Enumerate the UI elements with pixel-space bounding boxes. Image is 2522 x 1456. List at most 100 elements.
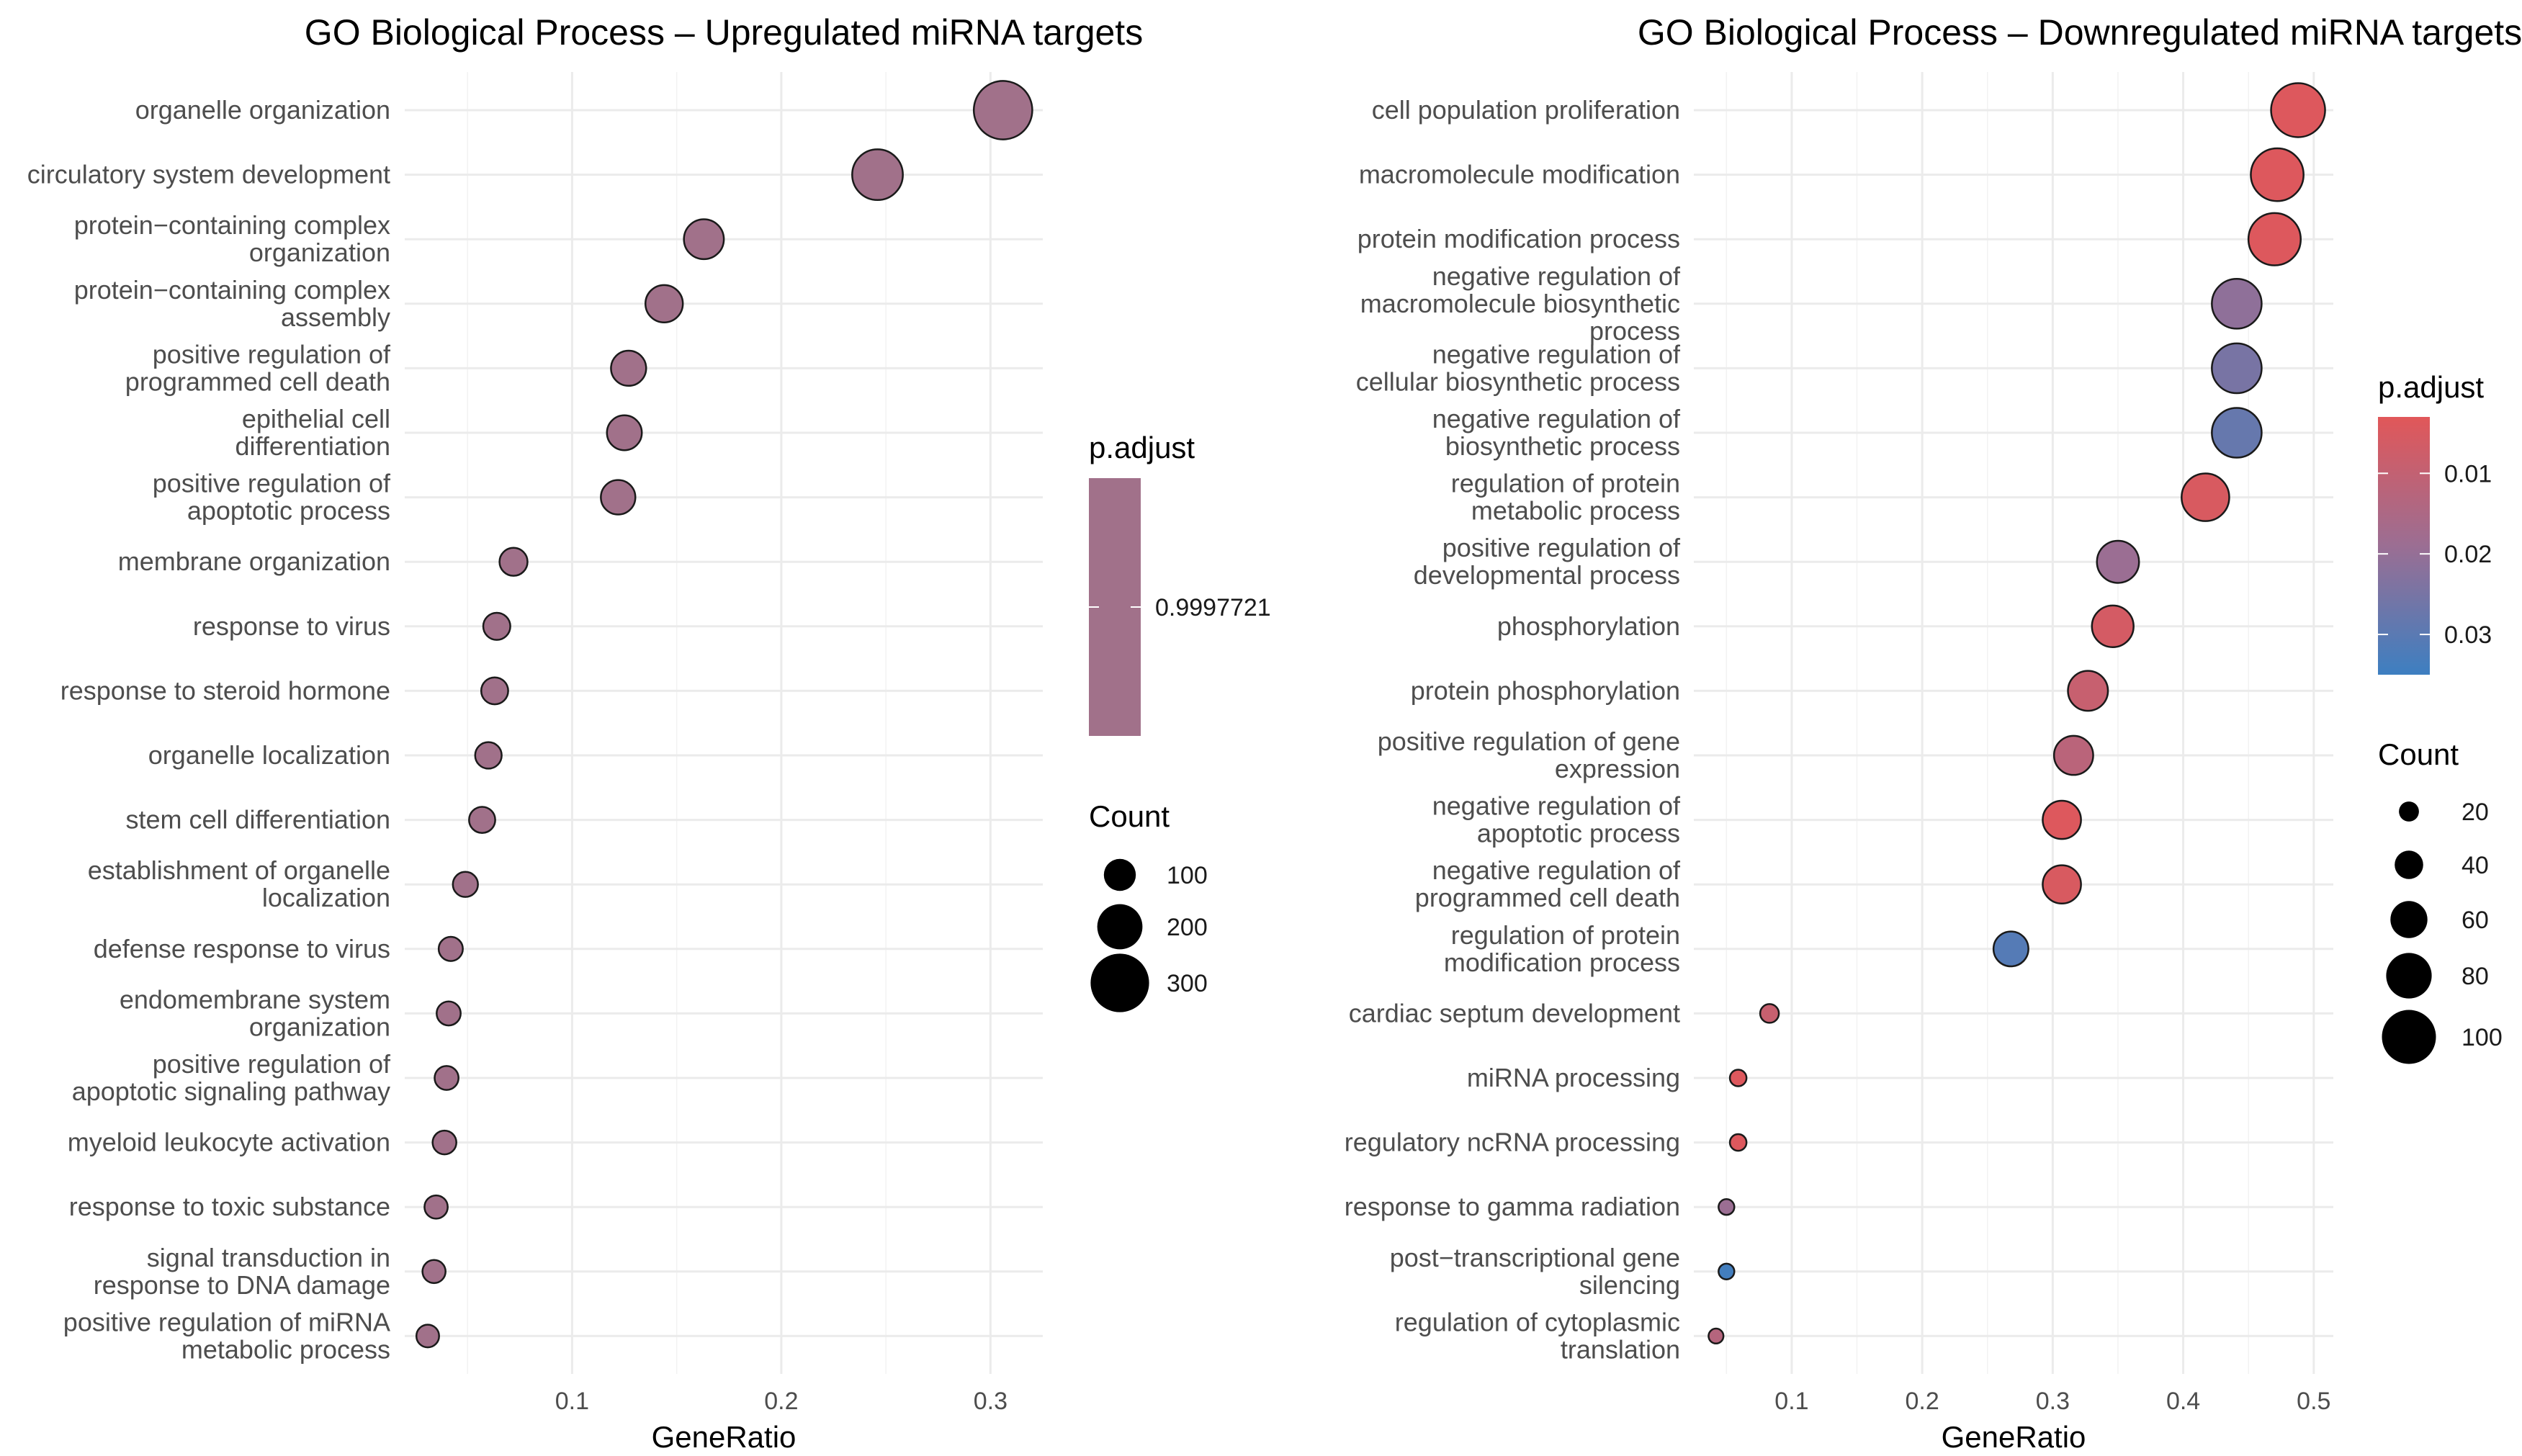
downregulated-point xyxy=(1718,1262,1736,1281)
downregulated-point xyxy=(2247,212,2302,266)
downregulated-count-legend-label: 80 xyxy=(2462,963,2489,990)
downregulated-point xyxy=(2181,472,2230,522)
downregulated-category-label: protein phosphorylation xyxy=(1411,675,1680,705)
downregulated-category-label: regulation of protein modification proces… xyxy=(1444,920,1680,977)
downregulated-point xyxy=(2211,342,2263,395)
downregulated-category-label: negative regulation of biosynthetic proce… xyxy=(1432,404,1681,461)
upregulated-category-label: myeloid leukocyte activation xyxy=(68,1128,390,1157)
downregulated-padjust-legend-title: p.adjust xyxy=(2378,370,2484,404)
downregulated-point xyxy=(2052,734,2094,776)
upregulated-point xyxy=(644,284,684,324)
downregulated-x-tick-labels: 0.1 0.2 0.3 0.4 0.5 xyxy=(1774,1388,2330,1415)
upregulated-category-label: positive regulation of miRNA metabolic pr… xyxy=(63,1307,390,1364)
downregulated-point xyxy=(2096,539,2140,584)
upregulated-category-label: defense response to virus xyxy=(94,934,390,963)
upregulated-point xyxy=(683,218,725,261)
upregulated-category-label: establishment of organelle localization xyxy=(88,855,390,912)
downregulated-point xyxy=(2067,670,2109,712)
upregulated-point xyxy=(452,871,479,898)
upregulated-count-legend-dot xyxy=(1103,858,1136,891)
upregulated-count-legend-title: Count xyxy=(1089,799,1170,833)
upregulated-category-label: membrane organization xyxy=(118,547,390,576)
upregulated-category-label: epithelial cell differentiation xyxy=(235,404,391,461)
upregulated-category-label: response to toxic substance xyxy=(69,1192,390,1221)
upregulated-points xyxy=(415,80,1033,1349)
upregulated-category-label: endomembrane system organization xyxy=(120,984,390,1041)
downregulated-grid xyxy=(1694,72,2333,1374)
upregulated-padjust-label: 0.9997721 xyxy=(1155,594,1271,621)
downregulated-category-label: positive regulation of gene expression xyxy=(1378,727,1680,783)
upregulated-x-tick-label: 0.2 xyxy=(764,1388,798,1415)
upregulated-point xyxy=(482,611,511,641)
downregulated-count-legend-label: 20 xyxy=(2462,799,2489,826)
downregulated-category-label: miRNA processing xyxy=(1467,1063,1680,1092)
downregulated-count-legend-dot xyxy=(2386,953,2432,999)
downregulated-count-legend-dot xyxy=(2382,1010,2436,1064)
upregulated-point xyxy=(415,1324,440,1349)
downregulated-legend: p.adjust 0.01 0.02 0.03 Count 20 40 60 80 100 xyxy=(2378,370,2503,1064)
upregulated-x-tick-labels: 0.1 0.2 0.3 xyxy=(555,1388,1008,1415)
downregulated-count-legend-dot xyxy=(2399,801,2419,822)
upregulated-point xyxy=(431,1129,457,1156)
downregulated-y-tick-labels: cell population proliferation macromolecu… xyxy=(1345,95,1681,1364)
upregulated-category-label: signal transduction in response to DNA da… xyxy=(94,1243,390,1300)
downregulated-category-label: cell population proliferation xyxy=(1372,95,1680,125)
downregulated-category-label: negative regulation of programmed cell de… xyxy=(1415,855,1681,912)
downregulated-padjust-colorbar xyxy=(2378,417,2430,675)
upregulated-point xyxy=(498,547,529,577)
downregulated-point xyxy=(2091,604,2135,648)
downregulated-padjust-label: 0.03 xyxy=(2444,621,2492,649)
upregulated-count-legend-dot xyxy=(1090,953,1149,1012)
downregulated-colorbar-ticks: 0.01 0.02 0.03 xyxy=(2378,460,2492,649)
upregulated-padjust-legend-title: p.adjust xyxy=(1089,431,1195,464)
upregulated-x-tick-label: 0.3 xyxy=(974,1388,1008,1415)
downregulated-x-tick-label: 0.3 xyxy=(2036,1388,2070,1415)
downregulated-category-label: regulatory ncRNA processing xyxy=(1345,1128,1680,1157)
downregulated-padjust-label: 0.01 xyxy=(2444,460,2492,487)
downregulated-x-axis-title: GeneRatio xyxy=(1942,1420,2086,1454)
downregulated-point xyxy=(1718,1198,1736,1216)
upregulated-point xyxy=(610,349,647,387)
upregulated-x-tick-label: 0.1 xyxy=(555,1388,589,1415)
downregulated-x-tick-label: 0.4 xyxy=(2166,1388,2200,1415)
upregulated-point xyxy=(606,414,643,451)
downregulated-count-legend-dot xyxy=(2395,850,2423,879)
upregulated-point xyxy=(480,676,509,706)
downregulated-point xyxy=(1728,1133,1748,1152)
upregulated-count-legend-items: 100 200 300 xyxy=(1090,858,1208,1012)
upregulated-count-legend-dot xyxy=(1097,904,1143,950)
downregulated-point xyxy=(1707,1327,1725,1345)
downregulated-category-label: cardiac septum development xyxy=(1349,998,1680,1028)
downregulated-category-label: negative regulation of apoptotic process xyxy=(1432,791,1681,848)
upregulated-point xyxy=(421,1259,446,1285)
downregulated-count-legend-items: 20 40 60 80 100 xyxy=(2382,799,2503,1064)
upregulated-y-tick-labels: organelle organization circulatory system… xyxy=(27,95,391,1364)
upregulated-x-axis-title: GeneRatio xyxy=(652,1420,796,1454)
upregulated-category-label: positive regulation of programmed cell de… xyxy=(125,339,391,396)
upregulated-point xyxy=(434,1065,459,1091)
downregulated-x-tick-label: 0.2 xyxy=(1906,1388,1939,1415)
downregulated-category-label: negative regulation of macromolecule bios… xyxy=(1360,261,1681,346)
downregulated-point xyxy=(2211,278,2263,330)
downregulated-x-tick-label: 0.5 xyxy=(2297,1388,2330,1415)
downregulated-x-tick-label: 0.1 xyxy=(1774,1388,1808,1415)
downregulated-category-label: macromolecule modification xyxy=(1359,160,1680,189)
upregulated-category-label: positive regulation of apoptotic process xyxy=(153,469,391,526)
downregulated-count-legend-label: 100 xyxy=(2462,1024,2503,1051)
upregulated-legend: p.adjust 0.9997721 Count 100 200 300 xyxy=(1089,431,1271,1012)
downregulated-category-label: regulation of protein metabolic process xyxy=(1451,469,1680,526)
downregulated-chart: GO Biological Process – Downregulated mi… xyxy=(1345,12,2522,1454)
upregulated-point xyxy=(851,148,904,202)
downregulated-category-label: post−transcriptional gene silencing xyxy=(1390,1243,1680,1300)
downregulated-count-legend-dot xyxy=(2390,901,2428,938)
downregulated-category-label: regulation of cytoplasmic translation xyxy=(1395,1307,1680,1364)
upregulated-category-label: organelle localization xyxy=(148,740,390,770)
downregulated-count-legend-label: 40 xyxy=(2462,852,2489,879)
upregulated-category-label: circulatory system development xyxy=(27,160,390,189)
upregulated-chart-title: GO Biological Process – Upregulated miRN… xyxy=(305,12,1143,53)
downregulated-point xyxy=(2250,147,2305,202)
upregulated-point xyxy=(600,479,637,516)
upregulated-category-label: protein−containing complex organization xyxy=(74,210,390,267)
